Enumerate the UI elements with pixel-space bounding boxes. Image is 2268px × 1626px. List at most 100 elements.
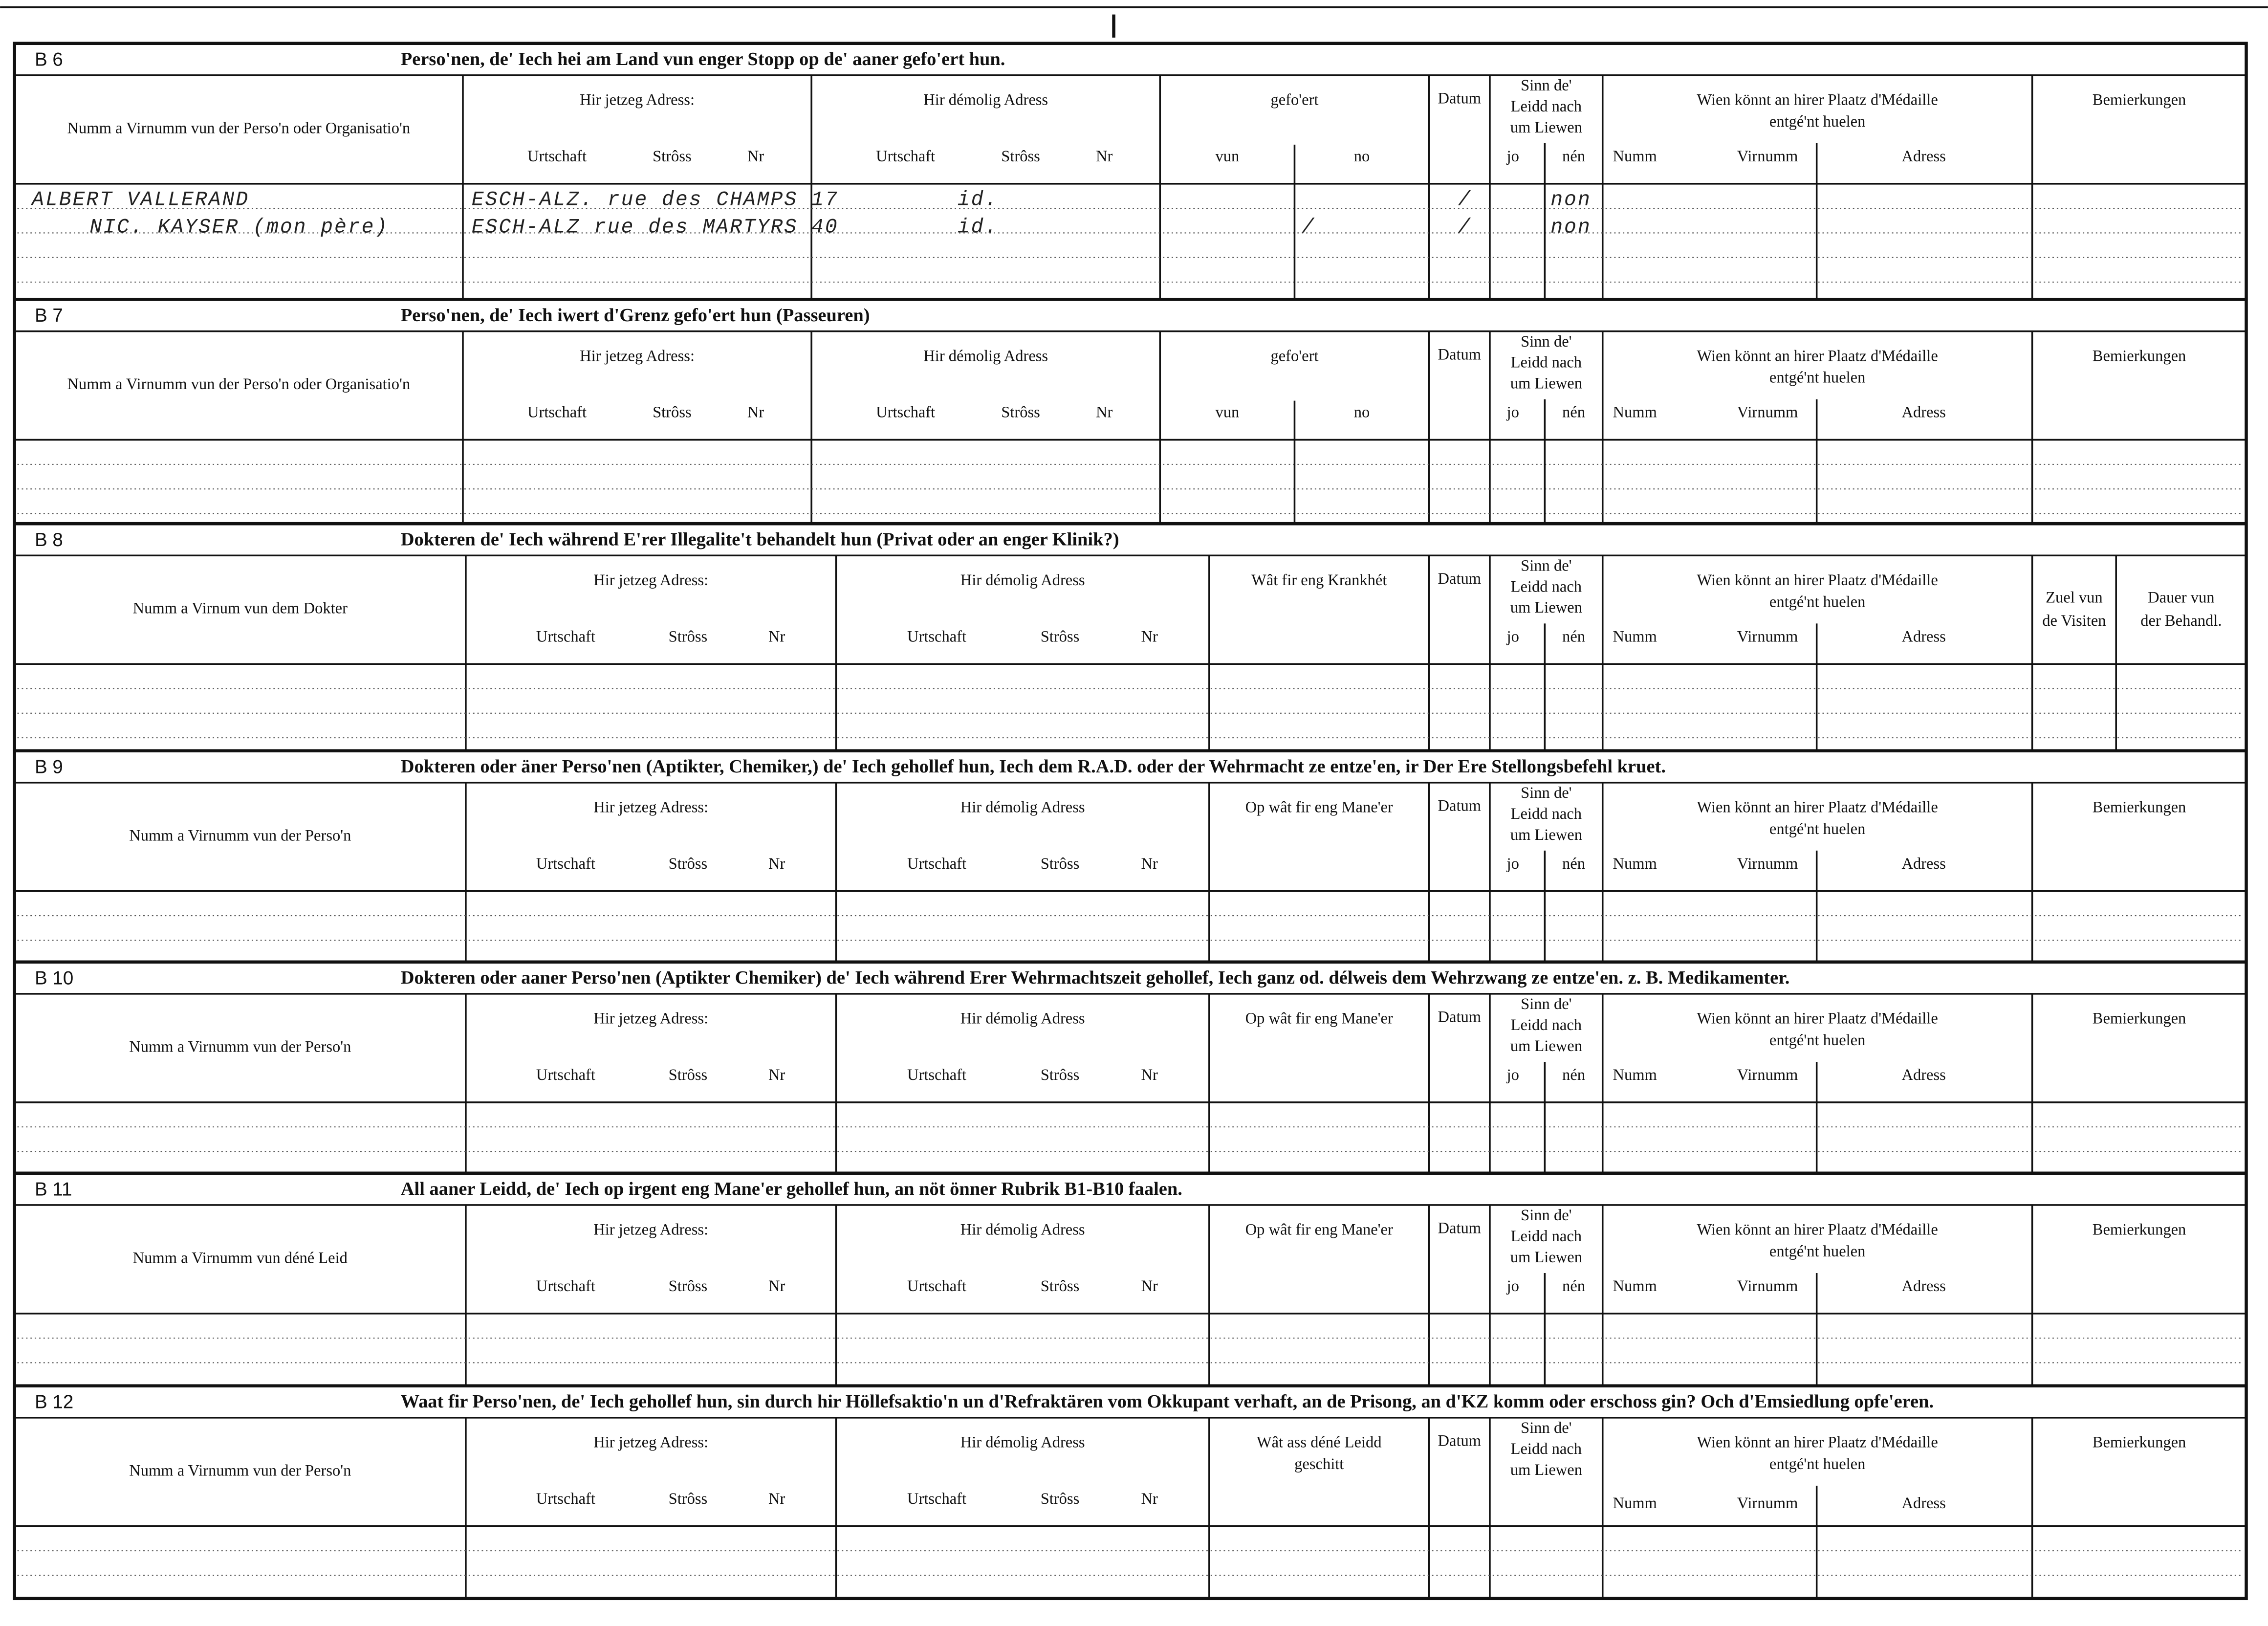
address-subheader: Strôss xyxy=(1001,404,1040,421)
alive-header: um Liewen xyxy=(1510,1037,1582,1055)
address-header: Hir jetzeg Adress: xyxy=(593,571,708,589)
medal-subheader: Adress xyxy=(1901,1066,1945,1084)
address-subheader: Nr xyxy=(1096,148,1112,165)
medal-subheader: Virnumm xyxy=(1737,1494,1798,1512)
section-title: Perso'nen, de' Iech iwert d'Grenz gefo'e… xyxy=(401,305,870,326)
address-header: Hir démolig Adress xyxy=(960,571,1085,589)
medal-header: entgé'nt huelen xyxy=(1769,369,1865,387)
address-subheader: Urtschaft xyxy=(907,1277,966,1295)
medal-header: Wien könnt an hirer Plaatz d'Médaille xyxy=(1697,347,1938,365)
handwritten-entry: id. xyxy=(958,217,998,239)
medal-subheader: Adress xyxy=(1901,855,1945,873)
address-subheader: Strôss xyxy=(669,1066,708,1084)
address-subheader: Urtschaft xyxy=(527,404,587,421)
alive-header: Leidd nach xyxy=(1511,805,1582,823)
alive-header: Sinn de' xyxy=(1521,333,1571,351)
address-header: Hir jetzeg Adress: xyxy=(593,799,708,816)
alive-header: um Liewen xyxy=(1510,1249,1582,1266)
alive-subheader: nén xyxy=(1562,1277,1585,1295)
medal-header: Wien könnt an hirer Plaatz d'Médaille xyxy=(1697,91,1938,109)
address-subheader: Urtschaft xyxy=(536,1277,595,1295)
extra-header: Wât fir eng Krankhét xyxy=(1251,571,1387,589)
form-border xyxy=(13,42,2248,1601)
alive-subheader: nén xyxy=(1562,628,1585,645)
alive-header: Leidd nach xyxy=(1511,1016,1582,1034)
date-header: Datum xyxy=(1438,346,1482,363)
handwritten-entry: ESCH-ALZ. rue des CHAMPS 17 xyxy=(472,189,839,211)
address-subheader: Urtschaft xyxy=(907,1066,966,1084)
remarks-header: Dauer vun xyxy=(2148,589,2214,607)
alive-header: Sinn de' xyxy=(1521,77,1571,94)
address-header: Hir jetzeg Adress: xyxy=(580,91,695,109)
address-subheader: Strôss xyxy=(669,628,708,645)
section-title: Waat fir Perso'nen, de' Iech gehollef hu… xyxy=(401,1391,1934,1412)
alive-subheader: jo xyxy=(1506,148,1519,165)
date-header: Datum xyxy=(1438,1220,1482,1237)
name-header: Numm a Virnum vun dem Dokter xyxy=(133,600,348,617)
address-subheader: Nr xyxy=(1096,404,1112,421)
section-code: B 7 xyxy=(35,305,63,326)
extra-header: Op wât fir eng Mane'er xyxy=(1245,799,1393,816)
address-subheader: Urtschaft xyxy=(527,148,587,165)
medal-header: entgé'nt huelen xyxy=(1769,820,1865,838)
remarks-header: der Behandl. xyxy=(2140,612,2222,630)
handwritten-entry: non xyxy=(1550,189,1591,211)
alive-subheader: jo xyxy=(1506,1066,1519,1084)
medal-subheader: Numm xyxy=(1613,855,1657,873)
section-code: B 10 xyxy=(35,967,73,989)
alive-subheader: nén xyxy=(1562,404,1585,421)
address-header: Hir démolig Adress xyxy=(960,1434,1085,1451)
medal-header: entgé'nt huelen xyxy=(1769,1243,1865,1260)
extra-header: Op wât fir eng Mane'er xyxy=(1245,1221,1393,1239)
date-header: Datum xyxy=(1438,1009,1482,1026)
medal-header: Wien könnt an hirer Plaatz d'Médaille xyxy=(1697,1010,1938,1028)
alive-header: Sinn de' xyxy=(1521,557,1571,574)
address-subheader: Nr xyxy=(747,148,764,165)
name-header: Numm a Virnumm vun der Perso'n xyxy=(129,1462,351,1479)
address-subheader: Strôss xyxy=(669,1277,708,1295)
alive-header: Leidd nach xyxy=(1511,1440,1582,1458)
alive-header: Sinn de' xyxy=(1521,1207,1571,1224)
remarks-header: Zuel vun xyxy=(2046,589,2103,607)
address-header: Hir démolig Adress xyxy=(923,91,1048,109)
medal-subheader: Numm xyxy=(1613,404,1657,421)
section-code: B 11 xyxy=(35,1179,72,1200)
medal-subheader: Virnumm xyxy=(1737,1066,1798,1084)
section-code: B 9 xyxy=(35,756,63,777)
address-subheader: Urtschaft xyxy=(907,1490,966,1508)
address-header: Hir jetzeg Adress: xyxy=(580,347,695,365)
handwritten-entry: ESCH-ALZ rue des MARTYRS 40 xyxy=(472,217,839,239)
medal-header: entgé'nt huelen xyxy=(1769,1032,1865,1049)
alive-subheader: jo xyxy=(1506,628,1519,645)
handwritten-entry: non xyxy=(1550,217,1591,239)
remarks-header: Bemierkungen xyxy=(2093,91,2186,109)
address-subheader: Strôss xyxy=(653,404,692,421)
medal-subheader: Numm xyxy=(1613,1494,1657,1512)
section-title: Dokteren oder äner Perso'nen (Aptikter, … xyxy=(401,756,1666,777)
address-subheader: Urtschaft xyxy=(536,628,595,645)
extra-header: gefo'ert xyxy=(1270,347,1318,365)
alive-header: um Liewen xyxy=(1510,375,1582,393)
alive-subheader: nén xyxy=(1562,148,1585,165)
alive-header: Sinn de' xyxy=(1521,1419,1571,1437)
address-subheader: Nr xyxy=(1141,628,1158,645)
address-subheader: Urtschaft xyxy=(907,628,966,645)
extra-header: gefo'ert xyxy=(1270,91,1318,109)
extra-subheader: no xyxy=(1354,404,1370,421)
alive-subheader: nén xyxy=(1562,1066,1585,1084)
address-subheader: Nr xyxy=(1141,1277,1158,1295)
address-subheader: Nr xyxy=(1141,1066,1158,1084)
handwritten-entry: / xyxy=(1458,189,1472,211)
extra-subheader: vun xyxy=(1215,404,1239,421)
alive-subheader: jo xyxy=(1506,855,1519,873)
name-header: Numm a Virnumm vun der Perso'n oder Orga… xyxy=(67,375,411,393)
section-title: Perso'nen, de' Iech hei am Land vun enge… xyxy=(401,49,1005,69)
medal-subheader: Numm xyxy=(1613,1277,1657,1295)
name-header: Numm a Virnumm vun der Perso'n xyxy=(129,1038,351,1055)
address-header: Hir démolig Adress xyxy=(923,347,1048,365)
address-header: Hir jetzeg Adress: xyxy=(593,1434,708,1451)
address-header: Hir démolig Adress xyxy=(960,799,1085,816)
date-header: Datum xyxy=(1438,1432,1482,1450)
